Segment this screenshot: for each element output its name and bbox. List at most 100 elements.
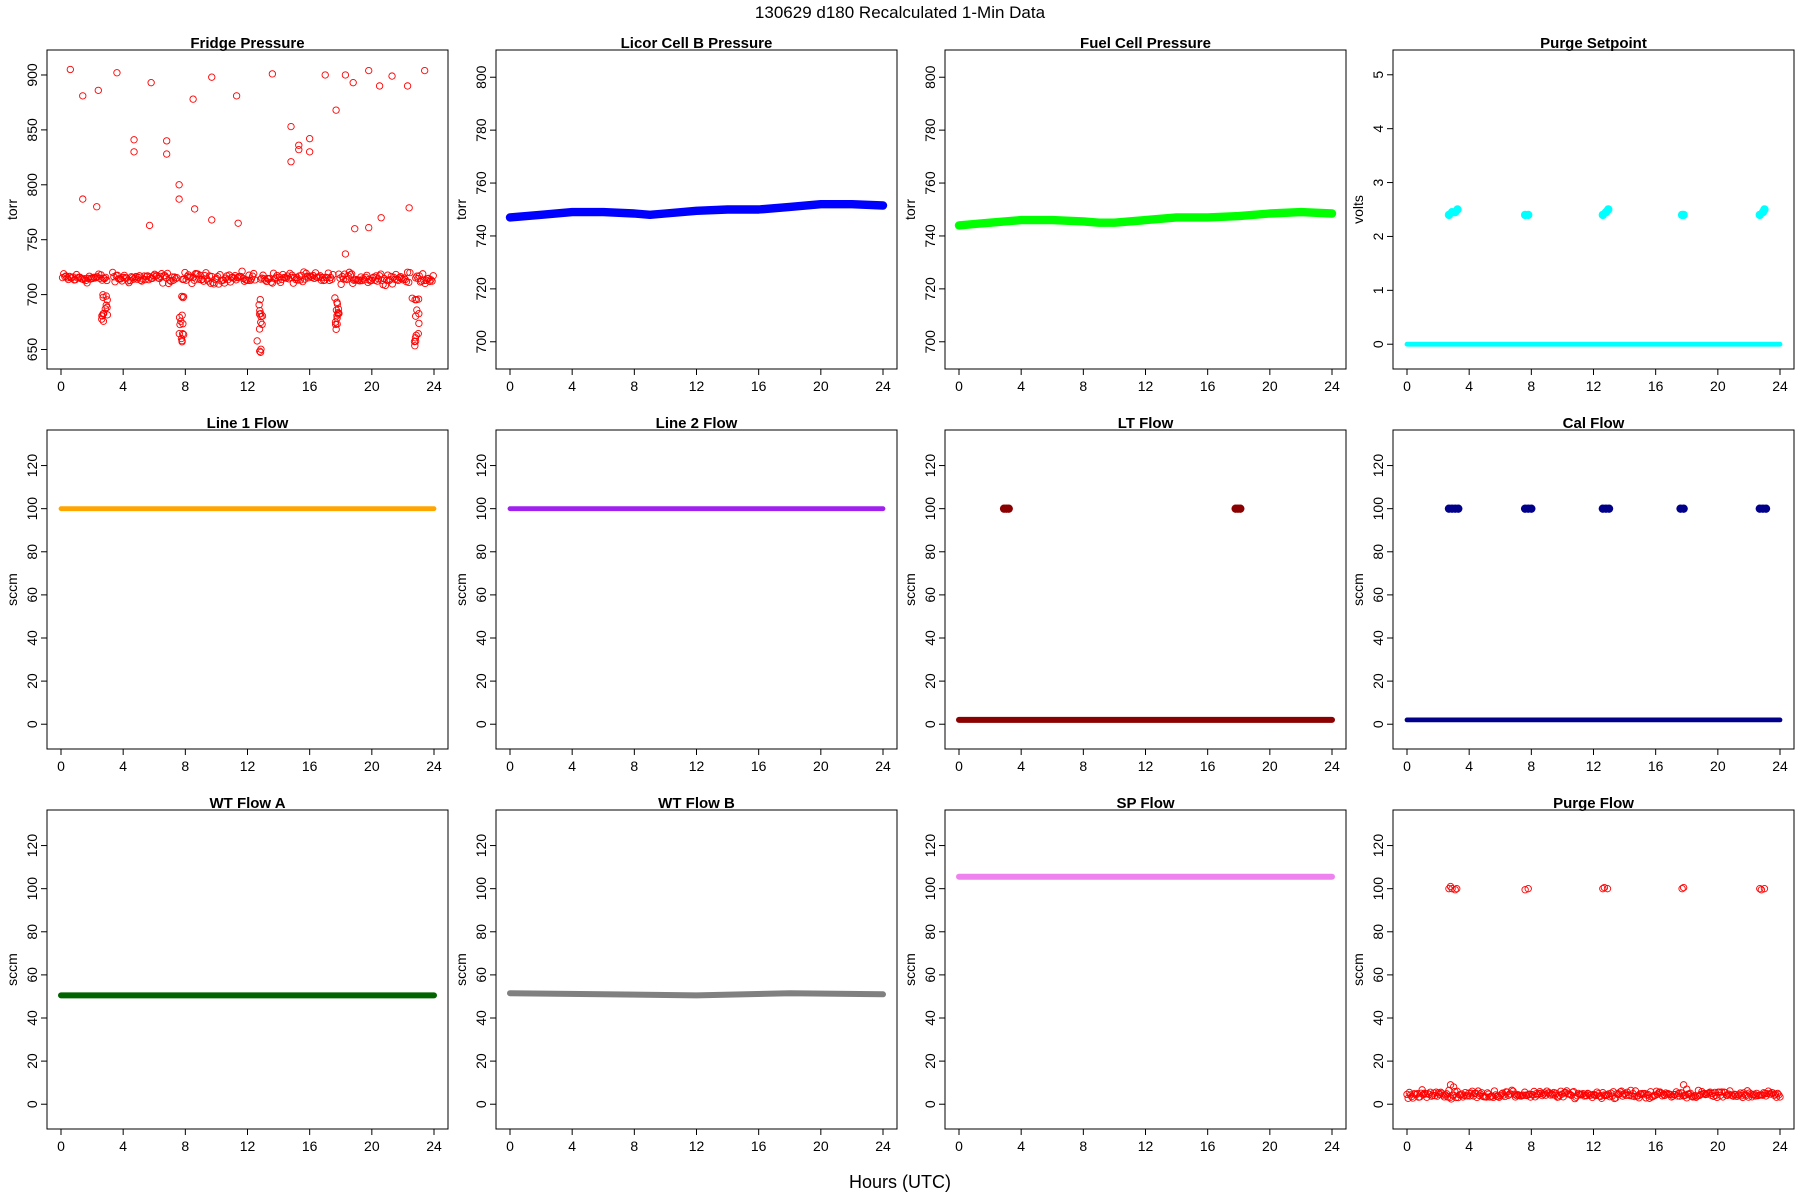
data-point — [260, 275, 268, 283]
panel-title: Line 1 Flow — [207, 415, 289, 432]
data-point — [321, 71, 329, 79]
y-tick-label: 120 — [24, 454, 40, 478]
x-tick-label: 12 — [689, 758, 705, 774]
x-axis: 0 4 8 12 16 20 24 — [57, 368, 442, 394]
data-marks — [1404, 205, 1783, 347]
panel-line-2-flow: Line 2 Flow 0 4 8 12 16 20 24 0 20 40 60 80 100 120 scc… — [453, 415, 898, 774]
y-axis-title: sccm — [1350, 953, 1366, 986]
y-tick-label: 60 — [922, 587, 938, 603]
data-point — [1726, 1087, 1734, 1095]
data-point — [255, 310, 264, 318]
x-tick-label: 24 — [1324, 1138, 1340, 1154]
x-tick-label: 16 — [1200, 378, 1216, 394]
y-tick-label: 40 — [473, 630, 489, 646]
data-point — [1604, 205, 1613, 214]
data-point — [346, 271, 355, 279]
x-tick-label: 4 — [568, 378, 576, 394]
y-axis-title: sccm — [4, 573, 20, 606]
x-tick-label: 16 — [751, 758, 767, 774]
x-tick-label: 8 — [1079, 1138, 1087, 1154]
x-tick-label: 4 — [1017, 378, 1025, 394]
data-point — [177, 317, 185, 325]
x-tick-label: 8 — [181, 378, 189, 394]
x-axis: 0 4 8 12 16 20 24 — [955, 368, 1340, 394]
y-tick-label: 20 — [24, 673, 40, 689]
y-tick-label: 60 — [24, 587, 40, 603]
y-tick-label: 2 — [1370, 232, 1386, 240]
x-tick-label: 20 — [1710, 758, 1726, 774]
y-axis-title: sccm — [4, 953, 20, 986]
x-axis: 0 4 8 12 16 20 24 — [506, 368, 891, 394]
y-tick-label: 80 — [473, 544, 489, 560]
y-axis: 700 720 740 760 780 800 — [922, 65, 946, 353]
data-point — [363, 271, 371, 280]
x-tick-label: 0 — [57, 758, 65, 774]
x-tick-label: 16 — [302, 758, 318, 774]
panel-title: Licor Cell B Pressure — [621, 35, 773, 52]
data-point — [231, 271, 239, 280]
y-axis-title: torr — [902, 199, 918, 220]
y-tick-label: 750 — [24, 228, 40, 252]
data-point — [428, 277, 436, 285]
y-axis-title: torr — [453, 199, 469, 220]
data-marks — [1404, 504, 1783, 723]
y-tick-label: 100 — [473, 497, 489, 521]
y-tick-label: 60 — [1370, 967, 1386, 983]
data-point — [1453, 205, 1462, 214]
data-point — [171, 275, 180, 283]
data-point — [1496, 1092, 1504, 1100]
data-marks — [1403, 882, 1784, 1103]
y-tick-label: 100 — [1370, 497, 1386, 521]
data-point — [381, 281, 390, 290]
x-tick-label: 24 — [875, 378, 891, 394]
y-tick-label: 40 — [922, 630, 938, 646]
data-point — [1527, 504, 1536, 513]
x-tick-label: 0 — [506, 758, 514, 774]
data-point — [1403, 1090, 1411, 1099]
y-axis-title: sccm — [453, 573, 469, 606]
data-point — [333, 300, 342, 308]
y-tick-label: 80 — [1370, 924, 1386, 940]
x-tick-label: 24 — [1324, 758, 1340, 774]
data-point — [1604, 504, 1614, 513]
y-tick-label: 120 — [473, 454, 489, 478]
y-tick-label: 800 — [922, 65, 938, 89]
panel-sp-flow: SP Flow 0 4 8 12 16 20 24 0 20 40 60 80 100 120 sccm — [902, 795, 1347, 1154]
plot-frame — [46, 809, 449, 1130]
panel-cal-flow: Cal Flow 0 4 8 12 16 20 24 0 20 40 60 80 100 120 sccm — [1350, 415, 1795, 774]
data-point — [175, 195, 183, 203]
y-tick-label: 80 — [922, 544, 938, 560]
x-tick-label: 16 — [1648, 1138, 1664, 1154]
y-tick-label: 40 — [24, 1010, 40, 1026]
data-marks — [956, 504, 1335, 723]
series-line — [507, 990, 886, 999]
data-point — [1756, 885, 1764, 893]
y-axis: 0 1 2 3 4 5 — [1370, 71, 1394, 348]
data-point — [1653, 1090, 1662, 1098]
data-point — [351, 225, 359, 233]
data-point — [365, 223, 373, 232]
y-tick-label: 0 — [473, 720, 489, 728]
data-point — [1448, 885, 1456, 893]
panel-title: SP Flow — [1116, 795, 1174, 812]
y-axis: 0 20 40 60 80 100 120 — [1370, 454, 1394, 728]
plot-frame — [1392, 429, 1795, 750]
x-tick-label: 12 — [1138, 1138, 1154, 1154]
y-axis: 700 720 740 760 780 800 — [473, 65, 497, 354]
data-point — [415, 319, 423, 328]
x-tick-label: 20 — [813, 1138, 829, 1154]
y-tick-label: 100 — [24, 877, 40, 901]
y-tick-label: 700 — [473, 330, 489, 354]
x-tick-label: 24 — [875, 758, 891, 774]
x-tick-label: 4 — [1465, 1138, 1473, 1154]
data-point — [1683, 1094, 1691, 1102]
data-point — [163, 150, 171, 158]
data-point — [238, 267, 246, 275]
data-point — [1451, 886, 1459, 894]
y-tick-label: 0 — [473, 1100, 489, 1108]
data-point — [103, 296, 111, 304]
data-point — [1459, 1093, 1467, 1101]
x-tick-label: 0 — [1403, 378, 1411, 394]
data-point — [377, 214, 385, 222]
